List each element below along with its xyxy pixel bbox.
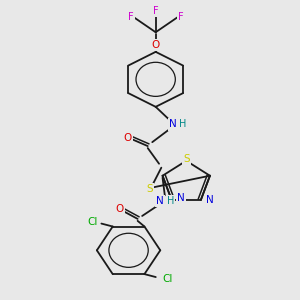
Text: O: O xyxy=(116,204,124,214)
Text: Cl: Cl xyxy=(162,274,172,284)
Text: N: N xyxy=(177,193,184,203)
Text: H: H xyxy=(167,196,174,206)
Text: N: N xyxy=(169,119,176,130)
Text: F: F xyxy=(178,13,183,22)
Text: S: S xyxy=(183,154,190,164)
Text: F: F xyxy=(153,6,158,16)
Text: N: N xyxy=(156,196,164,206)
Text: O: O xyxy=(123,133,131,143)
Text: O: O xyxy=(152,40,160,50)
Text: S: S xyxy=(147,184,153,194)
Text: N: N xyxy=(206,195,214,205)
Text: H: H xyxy=(179,119,187,130)
Text: F: F xyxy=(128,13,134,22)
Text: Cl: Cl xyxy=(87,217,98,226)
